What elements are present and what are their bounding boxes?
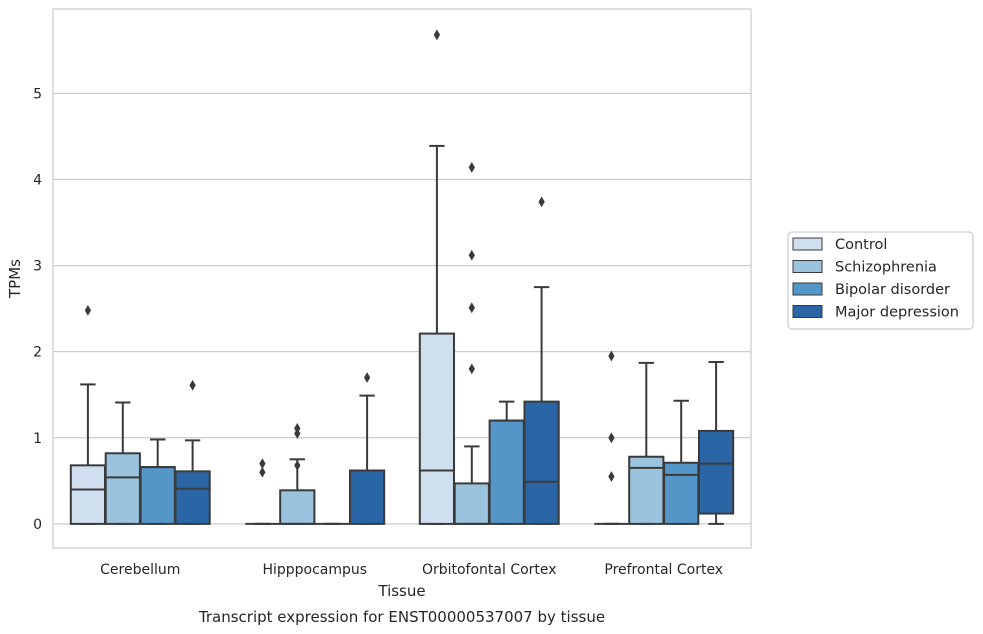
y-axis-label: TPMs [6,259,24,299]
chart-caption: Transcript expression for ENST0000053700… [198,608,605,626]
outlier-point [294,459,301,471]
legend-swatch [792,237,823,251]
legend-label: Schizophrenia [835,260,937,276]
plot-area-frame [52,8,752,549]
outlier-point [538,196,545,208]
legend-label: Major depression [835,305,959,321]
box [348,469,386,525]
outlier-point [259,466,266,478]
box [488,419,525,525]
legend-frame [787,231,974,330]
outlier-point [433,29,441,41]
outlier-point [363,372,371,383]
box-group [279,422,316,525]
x-axis-ticks: Cerebellum Hipppocampus Orbitofontal Corte… [100,562,723,578]
outlier-point [259,458,266,470]
box-group [594,350,629,525]
y-tick-label: 3 [33,259,42,275]
outlier-point [468,363,475,375]
box-group [488,400,525,525]
legend-swatch [792,305,823,318]
box-group [139,438,176,525]
y-tick-label: 1 [33,431,42,447]
box [174,470,211,525]
outlier-point [294,422,301,434]
box [628,455,665,525]
legend: Control Schizophrenia Bipolar disorder Majo… [787,231,974,330]
box-group [104,401,141,525]
box-group [663,399,700,525]
box [663,461,700,525]
box-group [245,458,280,525]
outlier-point [468,302,475,314]
x-tick-label: Hipppocampus [262,562,367,578]
box-group [453,162,490,525]
x-tick-label: Prefrontal Cortex [604,562,723,578]
box-group [697,361,735,525]
legend-swatch [792,260,823,273]
y-axis-ticks: 0 1 2 3 4 5 [33,86,42,533]
outlier-point [608,471,615,482]
box [69,464,107,525]
box [279,489,316,525]
box [453,482,490,525]
legend-label: Bipolar disorder [835,282,950,298]
box-group [418,29,456,525]
outlier-point [608,432,615,444]
y-tick-label: 2 [33,345,42,361]
x-tick-label: Orbitofontal Cortex [422,562,557,578]
y-tick-label: 5 [33,86,42,102]
box-group [348,372,386,525]
y-tick-label: 0 [33,517,42,533]
box [139,466,176,525]
box-group [174,379,211,525]
outlier-point [468,162,475,173]
outlier-point [84,304,92,316]
x-axis-label: Tissue [377,582,425,600]
box [418,332,456,525]
box [104,452,141,525]
box-group [523,196,560,525]
box-series [69,29,735,525]
legend-swatch [792,282,823,296]
box [523,400,560,525]
box-group [69,304,107,525]
outlier-point [468,249,475,261]
box [697,429,735,515]
box-group [628,361,665,525]
outlier-point [189,379,196,391]
legend-label: Control [835,237,887,253]
outlier-point [608,350,615,362]
x-tick-label: Cerebellum [100,562,180,578]
y-tick-label: 4 [33,172,42,188]
